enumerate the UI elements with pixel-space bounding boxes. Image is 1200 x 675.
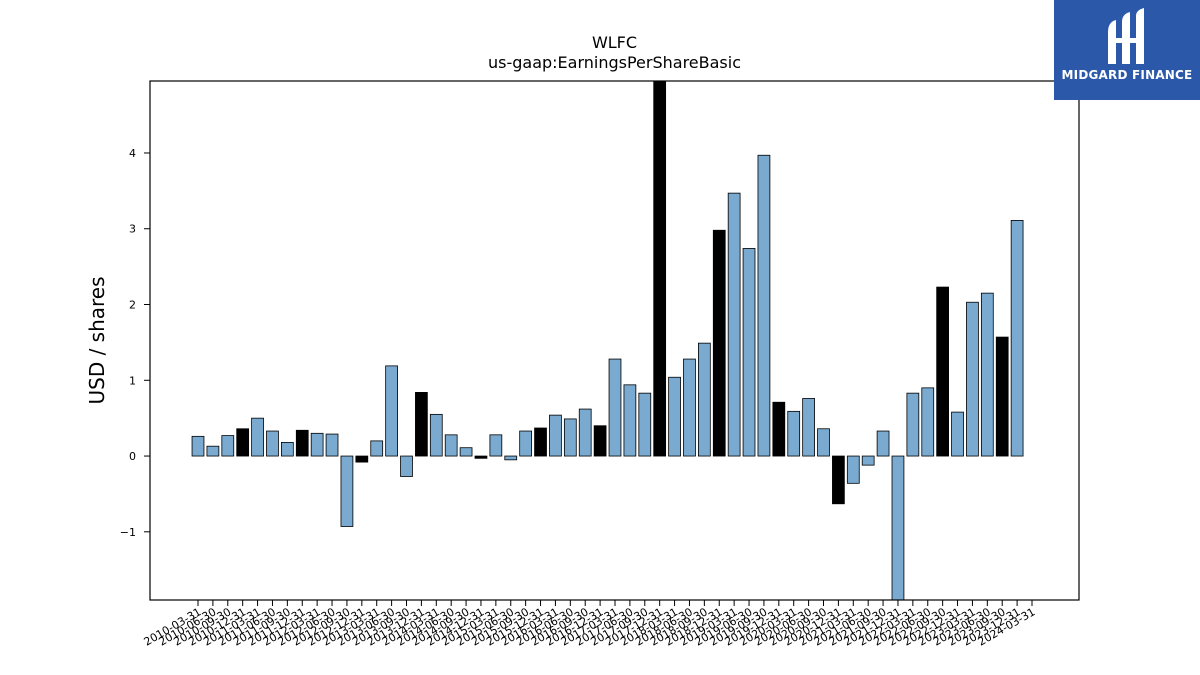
y-tick-label: 0 (129, 450, 136, 463)
bar-2021-09-30 (876, 430, 890, 457)
bar-2020-12-31 (832, 455, 845, 505)
bar-2022-12-31 (951, 411, 964, 457)
bar-2014-03-31 (429, 413, 443, 457)
bar-2022-09-30 (936, 286, 950, 457)
bar-2018-12-31 (712, 229, 726, 457)
bar-2018-09-30 (698, 342, 711, 457)
bar-2020-06-30 (802, 398, 815, 457)
bar-2010-12-31 (236, 428, 250, 457)
bar-2014-09-30 (459, 447, 473, 457)
bar-2023-03-31 (966, 301, 979, 457)
y-tick-label: −1 (120, 526, 136, 539)
bar-2010-09-30 (221, 435, 235, 457)
bar-2011-12-31 (295, 429, 309, 457)
bar-2017-12-31 (653, 80, 667, 457)
bar-2021-12-31 (891, 455, 905, 601)
bar-2019-12-31 (772, 401, 786, 457)
bar-2017-06-30 (623, 384, 637, 457)
y-tick-label: 4 (129, 147, 136, 160)
chart-title: WLFC (592, 33, 637, 52)
y-tick-label: 2 (129, 299, 136, 312)
bar-2012-03-31 (310, 432, 324, 457)
bar-2012-09-30 (340, 455, 354, 527)
y-tick-label: 1 (129, 374, 136, 387)
bar-2011-06-30 (266, 430, 279, 457)
bar-2011-09-30 (280, 442, 294, 457)
bar-2021-06-30 (861, 455, 875, 466)
bar-2015-06-30 (504, 455, 518, 461)
bar-2022-03-31 (906, 392, 920, 457)
bar-2023-09-30 (995, 336, 1009, 457)
bar-2013-12-31 (415, 391, 428, 457)
bar-2022-06-30 (921, 387, 935, 457)
bar-2010-06-30 (206, 445, 220, 457)
y-tick-label: 3 (129, 223, 136, 236)
brand-name: MIDGARD FINANCE (1061, 68, 1193, 82)
bar-2019-03-31 (727, 192, 741, 457)
bar-2012-12-31 (355, 455, 369, 463)
bar-2015-09-30 (519, 430, 533, 457)
chart-subtitle: us-gaap:EarningsPerShareBasic (488, 53, 741, 72)
bar-2019-09-30 (757, 154, 771, 457)
bar-2012-06-30 (325, 433, 339, 457)
bar-2021-03-31 (846, 455, 860, 484)
bar-2013-09-30 (400, 455, 413, 477)
bar-2016-09-30 (578, 408, 592, 457)
bar-2018-03-31 (668, 376, 681, 457)
bar-2013-06-30 (385, 365, 398, 457)
x-axis: 2010-03-312010-06-302010-09-302010-12-31… (142, 600, 1038, 649)
bar-2015-12-31 (534, 427, 547, 457)
bar-2023-06-30 (980, 292, 994, 457)
bar-2023-12-31 (1010, 220, 1024, 457)
bar-2015-03-31 (489, 434, 503, 457)
brand-logo: MIDGARD FINANCE (1054, 0, 1200, 100)
bar-2017-09-30 (638, 392, 652, 457)
bar-2016-12-31 (593, 425, 607, 457)
y-axis-label: USD / shares (85, 276, 109, 404)
bars-group (191, 80, 1024, 601)
y-axis: −1 0 1 2 3 4 (120, 147, 150, 539)
bar-2016-03-31 (549, 414, 562, 457)
bar-2013-03-31 (370, 440, 384, 457)
bar-2016-06-30 (563, 418, 577, 457)
bar-2020-03-31 (787, 410, 801, 457)
bar-2017-03-31 (608, 358, 622, 457)
midgard-logo-icon (1108, 8, 1144, 64)
bar-2011-03-31 (251, 417, 264, 457)
bar-2019-06-30 (742, 248, 756, 457)
bar-2014-06-30 (444, 434, 458, 457)
bar-2018-06-30 (683, 358, 696, 457)
bar-2020-09-30 (817, 428, 830, 457)
bar-2010-03-31 (191, 435, 205, 457)
bar-2014-12-31 (474, 455, 488, 459)
